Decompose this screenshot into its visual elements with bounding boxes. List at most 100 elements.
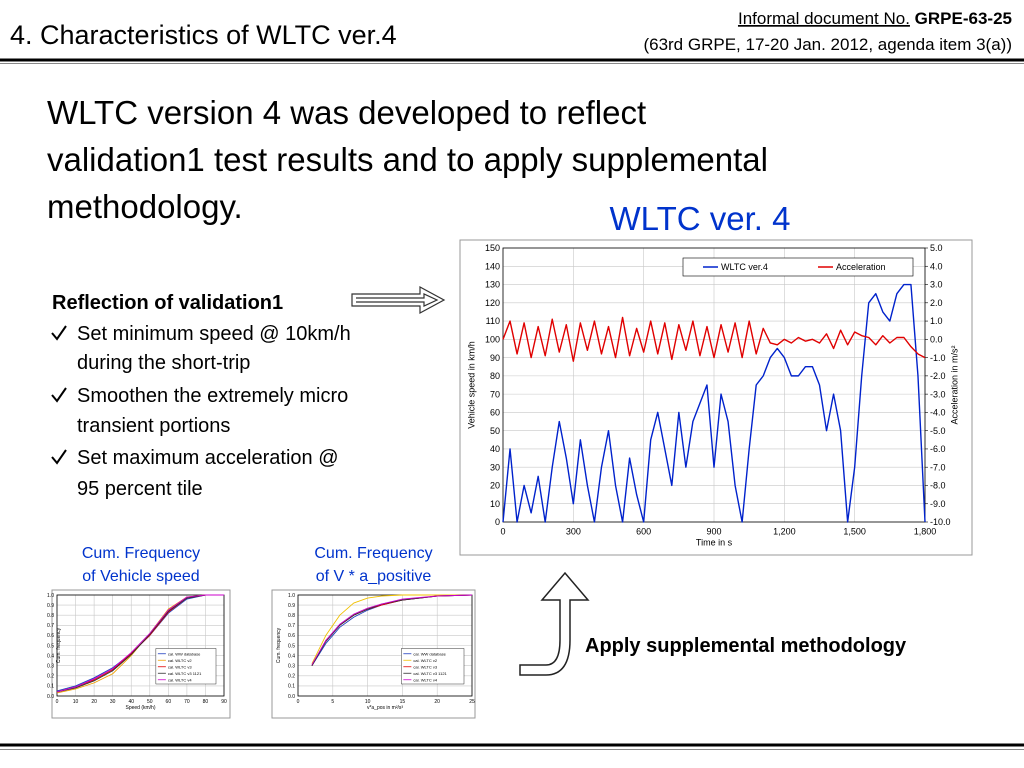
- y-tick-label: 90: [490, 353, 500, 363]
- y2-tick-label: 4.0: [930, 261, 943, 271]
- x-tick-label: 300: [566, 527, 581, 537]
- y-tick-label: 0.7: [288, 623, 295, 629]
- y2-tick-label: -4.0: [930, 408, 946, 418]
- y-tick-label: 30: [490, 462, 500, 472]
- legend-label: cal. WW database: [413, 652, 446, 657]
- y-tick-label: 0.2: [288, 674, 295, 680]
- y-tick-label: 0.9: [288, 603, 295, 609]
- plot-area: [56, 594, 225, 697]
- y-tick-label: 0.5: [47, 643, 54, 649]
- document-label: Informal document No.: [738, 9, 910, 28]
- legend-label: cal. WLTC v4: [413, 678, 437, 683]
- meeting-info: (63rd GRPE, 17-20 Jan. 2012, agenda item…: [643, 35, 1012, 54]
- chart-title: of V * a_positive: [316, 568, 432, 585]
- chart: Cum. Frequency of Vehicle speed 0.0 0.1 0.2 0…: [47, 545, 231, 719]
- y-axis-title: Vehicle speed in km/h: [466, 341, 476, 429]
- x-tick-label: 1,200: [773, 527, 796, 537]
- y-tick-label: 50: [490, 426, 500, 436]
- slide-title: 4. Characteristics of WLTC ver.4: [10, 20, 397, 50]
- bullet-text: during the short-trip: [77, 352, 250, 374]
- legend-label: Acceleration: [836, 262, 886, 272]
- x-axis-title: Time in s: [696, 537, 733, 547]
- y-tick-label: 80: [490, 371, 500, 381]
- curved-arrow: [519, 571, 590, 676]
- bullet-list: Set minimum speed @ 10km/h during the sh…: [51, 323, 351, 500]
- x-tick-label: 1,500: [843, 527, 866, 537]
- x-tick-label: 30: [110, 699, 116, 705]
- x-tick-label: 10: [365, 699, 371, 705]
- x-tick-label: 40: [128, 699, 134, 705]
- legend-box: [401, 648, 465, 685]
- y-tick-label: 0.4: [288, 653, 295, 659]
- y-tick-label: 130: [485, 280, 500, 290]
- series-line: [502, 283, 926, 523]
- x-tick-label: 600: [636, 527, 651, 537]
- chart: 0 10 20 30 40 50 60 70 80 90 100 110 120 130 140 150 0 30…: [459, 239, 973, 556]
- body-line: validation1 test results and to apply su…: [47, 141, 768, 178]
- main-caption: WLTC ver. 4: [610, 200, 791, 237]
- y-tick-label: 0.0: [47, 694, 54, 700]
- chart: Cum. Frequency of V * a_positive 0.0 0.1 0.2…: [271, 545, 476, 719]
- x-tick-label: 50: [147, 699, 153, 705]
- legend-label: cal. WW database: [168, 652, 201, 657]
- y-tick-label: 150: [485, 243, 500, 253]
- legend-label: cal. WLTC v3: [413, 665, 437, 670]
- y-tick-label: 0.7: [47, 623, 54, 629]
- y2-tick-label: -6.0: [930, 444, 946, 454]
- y-tick-label: 0.9: [47, 603, 54, 609]
- methodology-label: Apply supplemental methodology: [585, 635, 907, 657]
- x-tick-label: 70: [184, 699, 190, 705]
- y2-tick-label: -5.0: [930, 426, 946, 436]
- y2-tick-label: 0.0: [930, 334, 943, 344]
- y-tick-label: 120: [485, 298, 500, 308]
- series-line: [311, 594, 473, 665]
- document-id: Informal document No. GRPE-63-25: [738, 9, 1012, 28]
- legend-label: cal. WLTC v2: [168, 658, 192, 663]
- y-tick-label: 0.8: [47, 613, 54, 619]
- y2-tick-label: -1.0: [930, 353, 946, 363]
- y-axis-title: Cum. frequency: [276, 627, 282, 663]
- x-axis-title: Speed (km/h): [125, 705, 155, 711]
- y2-tick-label: 3.0: [930, 280, 943, 290]
- check-icon: [51, 449, 67, 465]
- y2-tick-label: 5.0: [930, 243, 943, 253]
- check-icon: [51, 387, 67, 403]
- y-tick-label: 0.0: [288, 694, 295, 700]
- plot-area: [297, 594, 473, 697]
- y-tick-label: 40: [490, 444, 500, 454]
- y-tick-label: 0.2: [47, 674, 54, 680]
- bullet-text: Set maximum acceleration @: [77, 447, 339, 469]
- body-line: methodology.: [47, 188, 243, 225]
- x-tick-label: 5: [331, 699, 334, 705]
- y-tick-label: 0.6: [288, 633, 295, 639]
- y-tick-label: 0.5: [288, 643, 295, 649]
- series-line: [311, 594, 472, 664]
- legend-label: cal. WLTC v3 1121: [168, 671, 202, 676]
- legend-label: WLTC ver.4: [721, 262, 768, 272]
- y-tick-label: 10: [490, 499, 500, 509]
- y2-tick-label: -9.0: [930, 499, 946, 509]
- y2-tick-label: -2.0: [930, 371, 946, 381]
- x-tick-label: 15: [400, 699, 406, 705]
- y-tick-label: 0.4: [47, 653, 54, 659]
- x-tick-label: 20: [434, 699, 440, 705]
- x-tick-label: 900: [706, 527, 721, 537]
- x-tick-label: 25: [469, 699, 475, 705]
- y2-tick-label: 1.0: [930, 316, 943, 326]
- x-tick-label: 10: [73, 699, 79, 705]
- x-tick-label: 0: [500, 527, 505, 537]
- y-tick-label: 0.1: [288, 684, 295, 690]
- check-icon: [51, 325, 67, 341]
- chart-title: Cum. Frequency: [314, 545, 432, 562]
- x-tick-label: 0: [56, 699, 59, 705]
- y2-tick-label: -7.0: [930, 462, 946, 472]
- legend-label: cal. WLTC v2: [413, 658, 437, 663]
- series-line: [56, 594, 224, 693]
- reflection-heading: Reflection of validation1: [52, 292, 283, 314]
- legend-label: cal. WLTC v3: [168, 665, 192, 670]
- y2-tick-label: -3.0: [930, 389, 946, 399]
- document-number: GRPE-63-25: [915, 9, 1012, 28]
- y-tick-label: 0.1: [47, 684, 54, 690]
- arrow: [351, 285, 446, 315]
- x-axis-title: v*a_pos in m²/s³: [367, 705, 403, 711]
